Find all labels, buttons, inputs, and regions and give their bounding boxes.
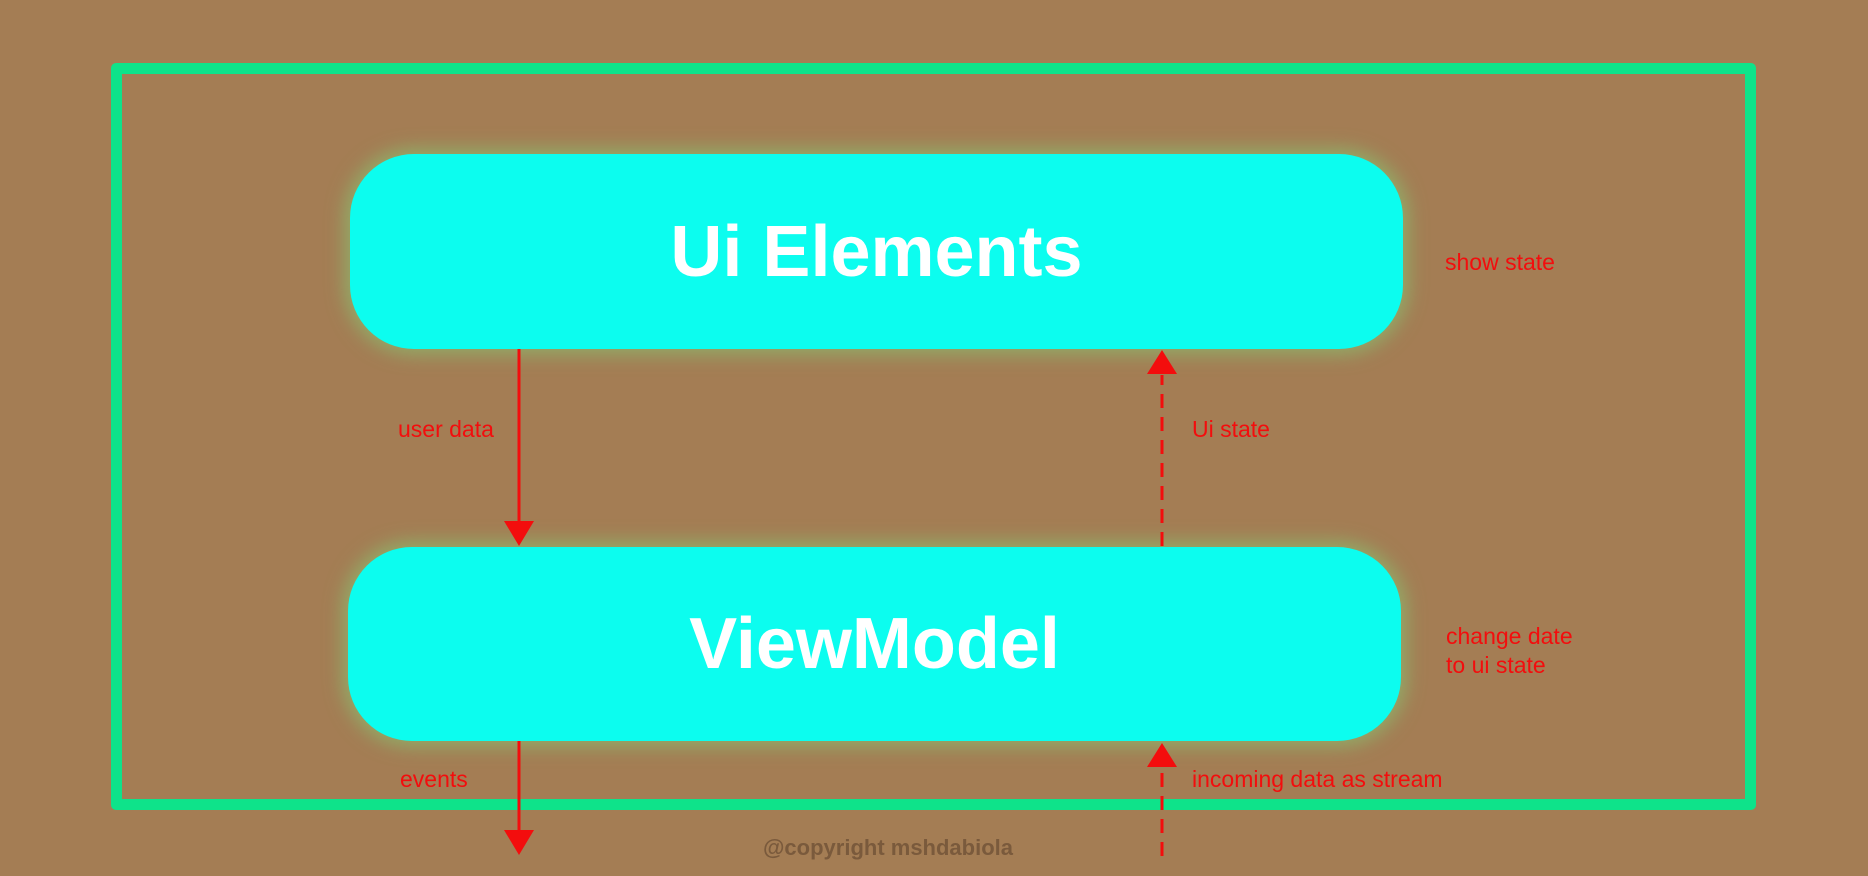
viewmodel-box: ViewModel: [348, 547, 1401, 741]
events-label: events: [400, 766, 468, 792]
show-state-label: show state: [1445, 249, 1555, 275]
change-state-label-line2: to ui state: [1446, 652, 1546, 678]
ui-elements-box: Ui Elements: [350, 154, 1403, 349]
ui-state-label: Ui state: [1192, 416, 1270, 442]
viewmodel-title: ViewModel: [689, 604, 1060, 684]
ui-elements-title: Ui Elements: [670, 211, 1083, 292]
ui-state-arrow-icon: [1147, 350, 1177, 546]
copyright-watermark: @copyright mshdabiola: [762, 835, 1014, 860]
diagram-frame: [111, 63, 1756, 810]
user-data-label: user data: [398, 416, 494, 442]
user-data-arrow-icon: [504, 349, 534, 546]
incoming-data-arrow-icon: [1147, 743, 1177, 856]
events-arrow-icon: [504, 741, 534, 855]
incoming-data-label: incoming data as stream: [1192, 766, 1443, 792]
change-state-label-line1: change date: [1446, 623, 1573, 649]
